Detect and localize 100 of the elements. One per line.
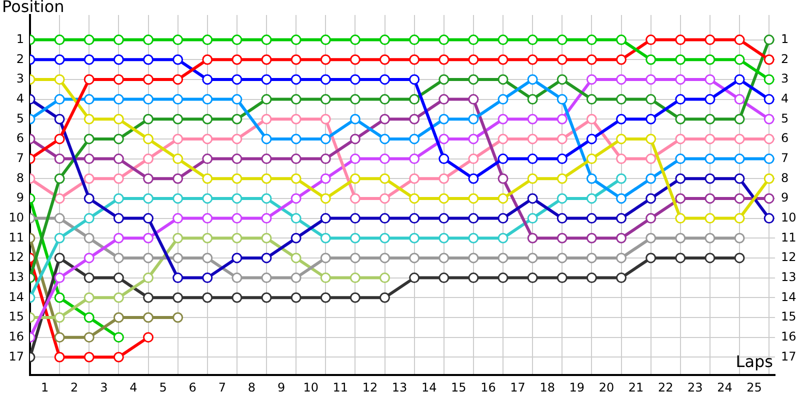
point (54, 134, 65, 144)
point (54, 154, 65, 164)
x-tick-label: 16 (480, 380, 496, 394)
point (675, 232, 686, 244)
point (143, 54, 154, 65)
point (84, 154, 94, 164)
point (261, 173, 272, 184)
y2-tick-label: 7 (781, 150, 789, 165)
point (675, 114, 686, 124)
point (704, 232, 716, 244)
point (734, 154, 745, 164)
x-tick-label: 25 (746, 380, 762, 394)
point (468, 114, 479, 124)
point (113, 193, 124, 204)
x-tick-label: 17 (510, 380, 526, 394)
point (84, 272, 94, 284)
y2-tick-label: 16 (781, 329, 796, 344)
point (143, 94, 154, 105)
point (143, 114, 154, 124)
y2-tick-label: 8 (781, 170, 789, 185)
point (232, 134, 242, 144)
point (675, 154, 686, 164)
point (380, 213, 390, 224)
point (143, 252, 154, 264)
point (202, 94, 213, 105)
point (232, 34, 242, 46)
point (143, 74, 154, 85)
point (468, 134, 479, 144)
point (84, 292, 94, 303)
y2-tick-label: 17 (781, 349, 796, 364)
point (380, 134, 390, 144)
point (172, 292, 184, 303)
point (764, 94, 774, 105)
point (143, 193, 154, 204)
point (556, 193, 568, 204)
x-tick-label: 13 (392, 380, 408, 394)
point (616, 34, 627, 46)
point (113, 272, 124, 284)
point (527, 252, 538, 264)
point (527, 94, 538, 105)
point (468, 193, 479, 204)
point (54, 252, 65, 264)
point (704, 134, 716, 144)
point (320, 272, 331, 284)
point (350, 292, 360, 303)
point (202, 292, 213, 303)
point (556, 114, 568, 124)
x-tick-label: 12 (362, 380, 378, 394)
point (320, 232, 331, 244)
point (438, 154, 450, 164)
x-tick-label: 15 (451, 380, 466, 394)
y-tick-label: 15 (8, 310, 24, 324)
point (232, 232, 242, 244)
point (54, 34, 65, 46)
point (380, 292, 390, 303)
point (409, 232, 420, 244)
point (113, 232, 124, 244)
point (84, 312, 94, 323)
point (113, 312, 124, 323)
point (84, 193, 94, 204)
point (409, 272, 420, 284)
point (468, 154, 479, 164)
point (380, 252, 390, 264)
point (290, 114, 302, 124)
point (704, 34, 716, 46)
point (172, 252, 184, 264)
point (527, 213, 538, 224)
point (438, 213, 450, 224)
point (290, 173, 302, 184)
y-tick-label: 4 (16, 91, 24, 106)
point (143, 154, 154, 164)
point (380, 154, 390, 164)
point (646, 213, 656, 224)
point (556, 34, 568, 46)
point (113, 173, 124, 184)
point (409, 94, 420, 105)
point (586, 252, 597, 264)
y-tick-label: 12 (8, 250, 24, 264)
point (320, 34, 331, 46)
point (232, 94, 242, 105)
point (409, 154, 420, 164)
point (675, 54, 686, 65)
point (261, 232, 272, 244)
point (202, 134, 213, 144)
point (556, 173, 568, 184)
point (143, 213, 154, 224)
point (734, 213, 745, 224)
point (320, 74, 331, 85)
point (468, 252, 479, 264)
point (261, 74, 272, 85)
point (84, 213, 94, 224)
point (54, 94, 65, 105)
point (261, 34, 272, 46)
point (143, 34, 154, 46)
point (616, 114, 627, 124)
point (438, 272, 450, 284)
point (764, 154, 774, 164)
point (556, 213, 568, 224)
point (232, 213, 242, 224)
point (261, 54, 272, 65)
